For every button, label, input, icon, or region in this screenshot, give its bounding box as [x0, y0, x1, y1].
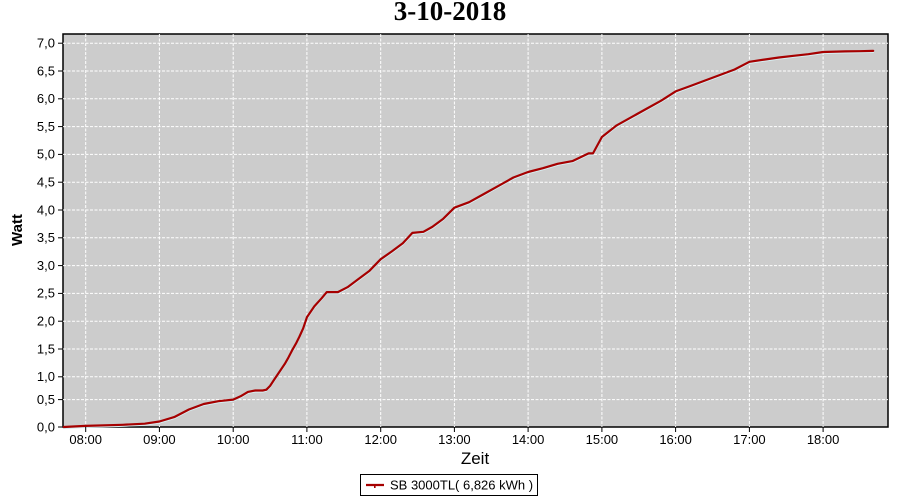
- svg-text:5,5: 5,5: [37, 119, 55, 134]
- svg-text:7,0: 7,0: [37, 36, 55, 51]
- svg-text:0,5: 0,5: [37, 392, 55, 407]
- svg-text:6,5: 6,5: [37, 63, 55, 78]
- svg-text:12:00: 12:00: [364, 432, 397, 447]
- svg-text:0,0: 0,0: [37, 419, 55, 434]
- svg-text:3,0: 3,0: [37, 258, 55, 273]
- svg-text:13:00: 13:00: [438, 432, 471, 447]
- svg-text:Zeit: Zeit: [461, 449, 490, 468]
- svg-text:14:00: 14:00: [512, 432, 545, 447]
- svg-text:2,5: 2,5: [37, 286, 55, 301]
- svg-text:Watt: Watt: [9, 214, 26, 246]
- svg-text:11:00: 11:00: [291, 432, 323, 447]
- svg-text:1,0: 1,0: [37, 369, 55, 384]
- svg-text:08:00: 08:00: [69, 432, 102, 447]
- svg-text:5,0: 5,0: [37, 147, 55, 162]
- svg-text:09:00: 09:00: [143, 432, 176, 447]
- svg-text:16:00: 16:00: [659, 432, 692, 447]
- svg-text:17:00: 17:00: [733, 432, 766, 447]
- svg-text:3,5: 3,5: [37, 230, 55, 245]
- svg-text:18:00: 18:00: [807, 432, 840, 447]
- svg-text:1,5: 1,5: [37, 341, 55, 356]
- svg-text:SB 3000TL( 6,826 kWh ): SB 3000TL( 6,826 kWh ): [390, 478, 533, 493]
- svg-text:4,0: 4,0: [37, 202, 55, 217]
- svg-text:10:00: 10:00: [217, 432, 250, 447]
- svg-text:15:00: 15:00: [586, 432, 619, 447]
- svg-text:2,0: 2,0: [37, 314, 55, 329]
- svg-text:6,0: 6,0: [37, 91, 55, 106]
- svg-text:4,5: 4,5: [37, 175, 55, 190]
